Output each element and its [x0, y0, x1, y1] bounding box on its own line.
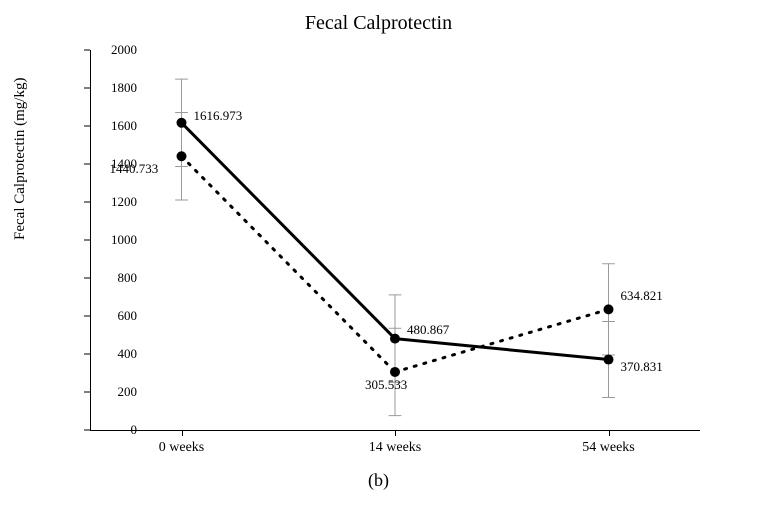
sub-caption: (b)	[0, 470, 757, 491]
data-point-label: 1440.733	[110, 161, 159, 177]
data-point-label: 305.533	[365, 377, 407, 393]
data-point-label: 634.821	[621, 288, 663, 304]
data-point-label: 1616.973	[194, 108, 243, 124]
data-point-label: 370.831	[621, 359, 663, 375]
chart-container: Fecal Calprotectin Fecal Calprotectin (m…	[0, 0, 757, 509]
data-point-label: 480.867	[407, 322, 449, 338]
plot-area	[0, 0, 757, 509]
